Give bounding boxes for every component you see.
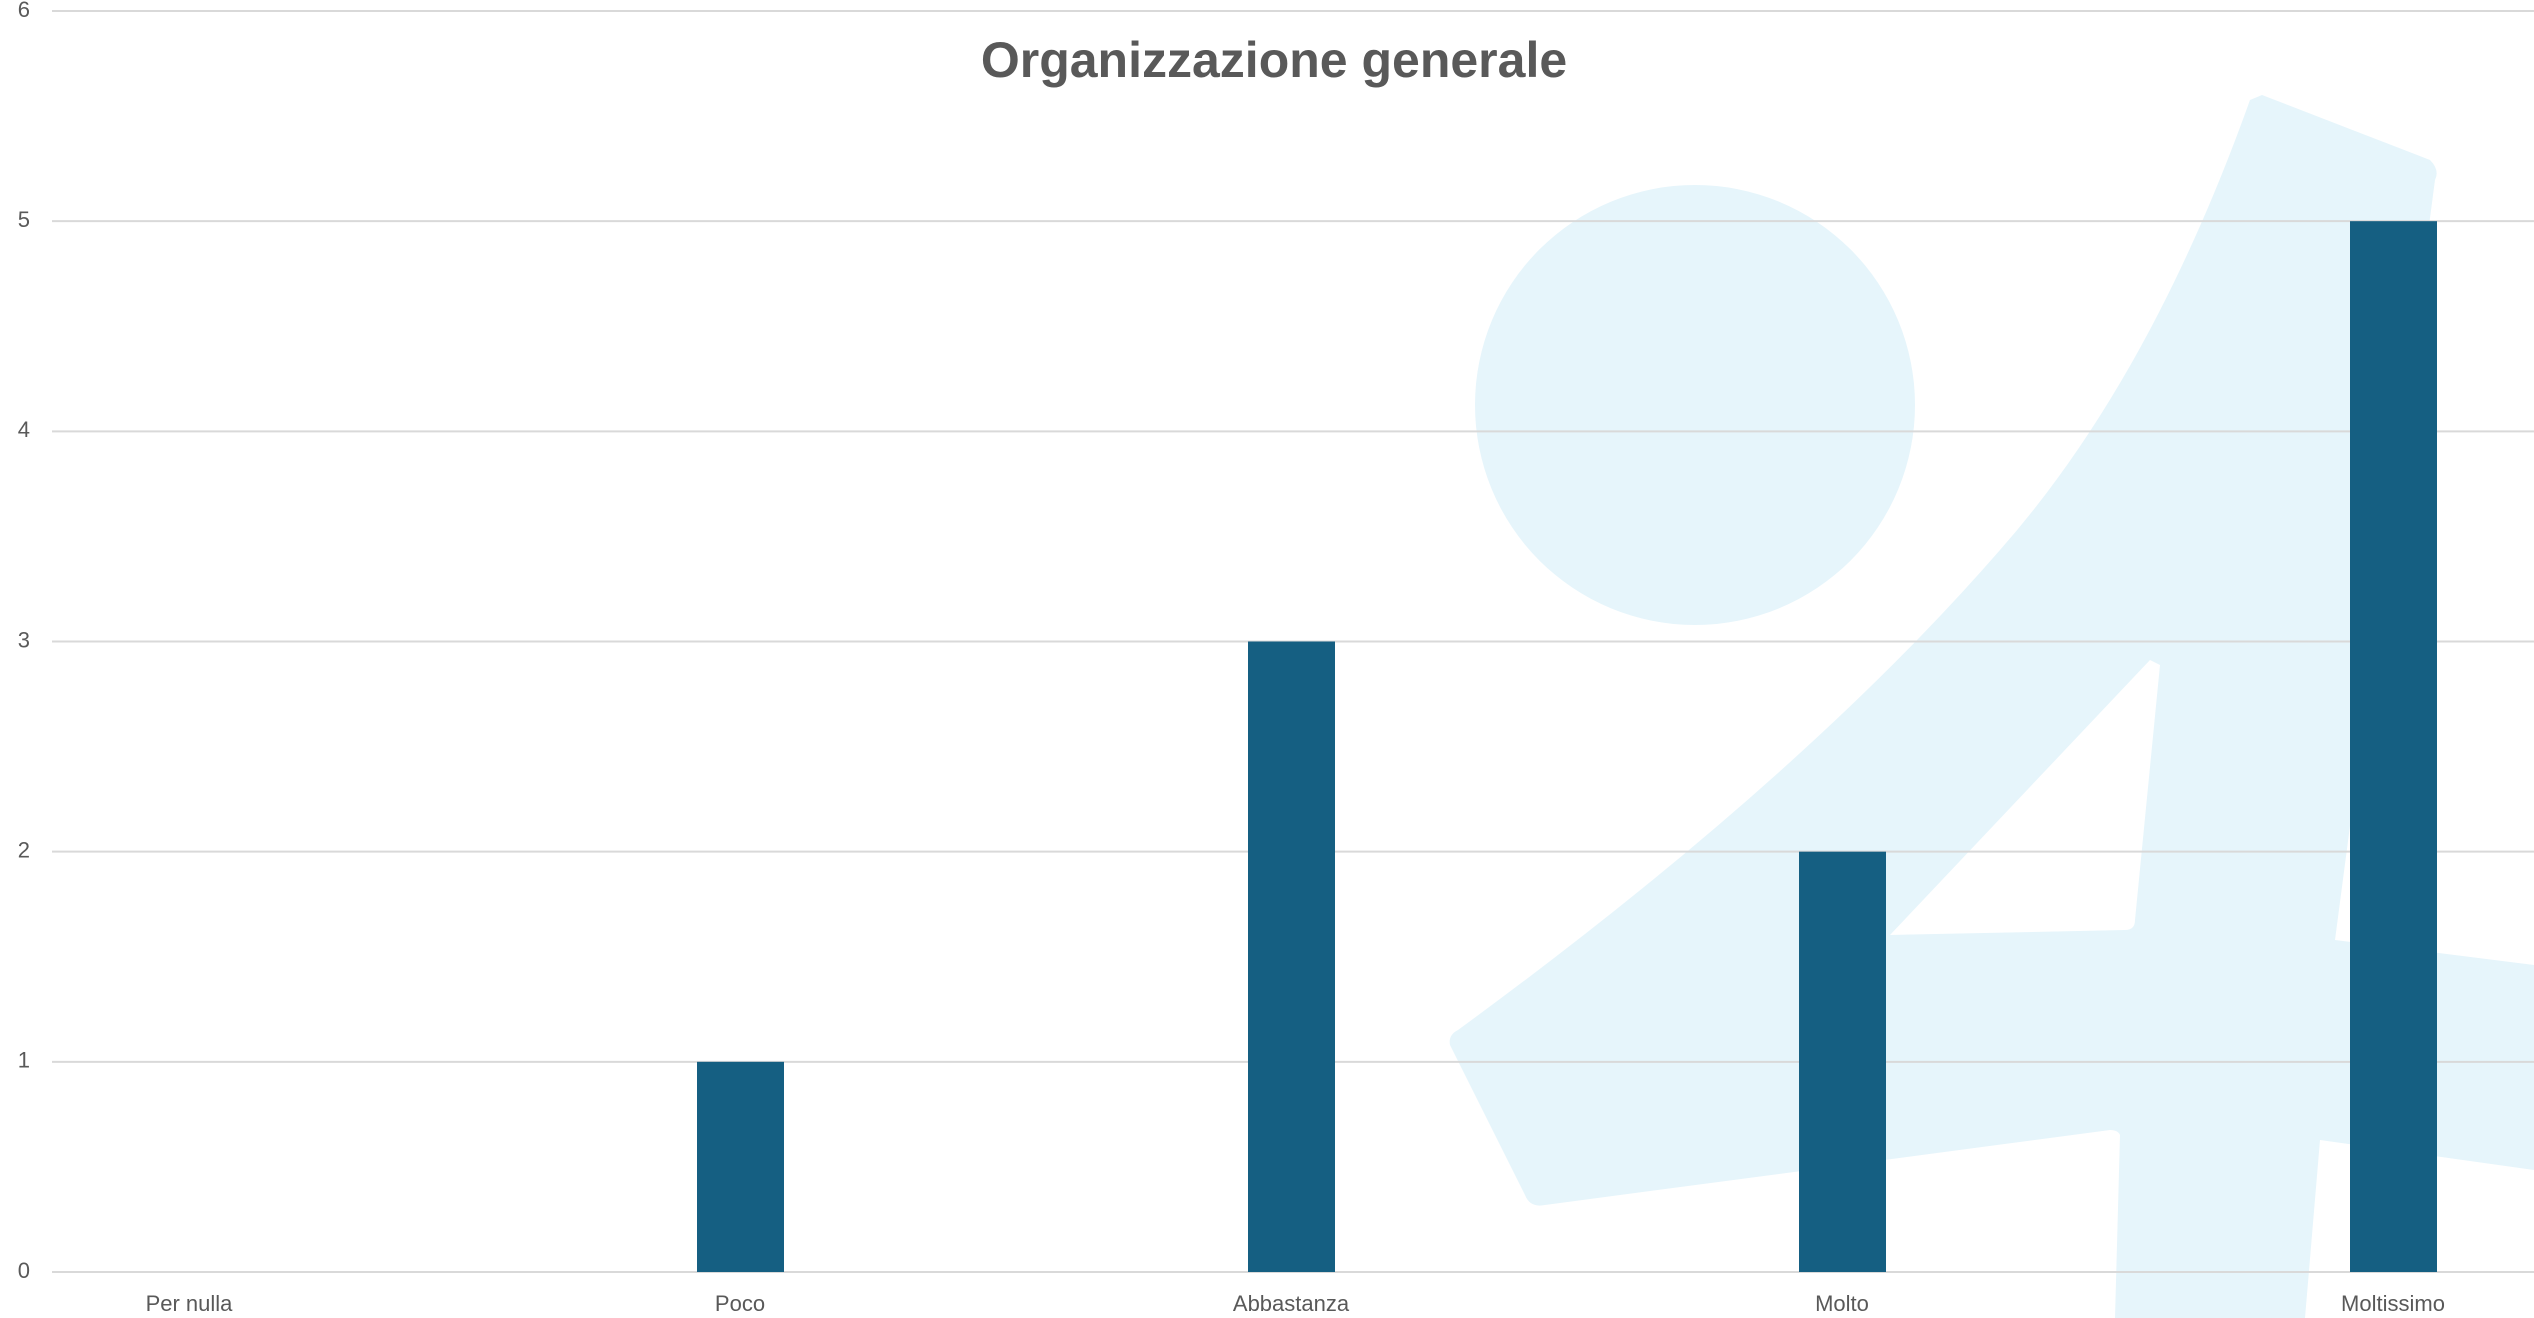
x-tick-label: Abbastanza xyxy=(1233,1291,1350,1316)
y-tick-label: 0 xyxy=(18,1258,30,1283)
x-tick-label: Per nulla xyxy=(146,1291,234,1316)
watermark xyxy=(1449,95,2534,1318)
watermark-four xyxy=(1449,95,2534,1318)
y-tick-label: 1 xyxy=(18,1048,30,1073)
bar xyxy=(2350,221,2437,1273)
chart-title: Organizzazione generale xyxy=(981,32,1567,88)
y-tick-label: 3 xyxy=(18,627,30,652)
x-tick-label: Poco xyxy=(715,1291,765,1316)
y-tick-label: 5 xyxy=(18,207,30,232)
watermark-circle xyxy=(1475,185,1915,625)
x-tick-label: Molto xyxy=(1815,1291,1869,1316)
bar xyxy=(1799,851,1886,1272)
y-tick-label: 6 xyxy=(18,0,30,22)
x-tick-label: Moltissimo xyxy=(2341,1291,2445,1316)
bar xyxy=(1248,641,1335,1272)
y-tick-label: 4 xyxy=(18,417,30,442)
bar xyxy=(697,1061,784,1272)
y-tick-label: 2 xyxy=(18,837,30,862)
